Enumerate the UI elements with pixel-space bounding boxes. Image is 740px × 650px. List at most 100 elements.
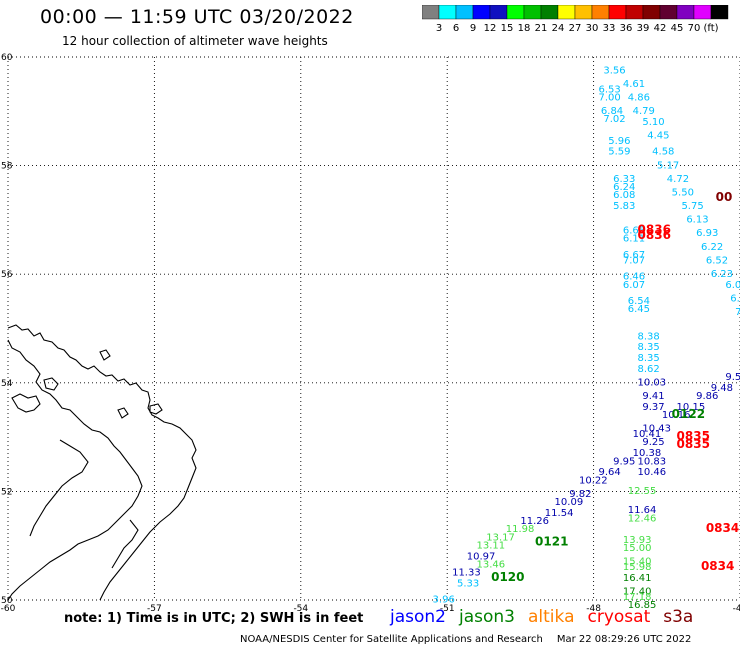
wave-height-value: 3.96: [433, 595, 455, 606]
pass-time-label: 00: [716, 190, 733, 204]
lat-tick-label: 60: [1, 53, 13, 63]
wave-height-value: 10.41: [633, 429, 662, 440]
wave-height-value: 7.02: [603, 114, 625, 125]
wave-height-value: 5.33: [457, 578, 479, 589]
lon-tick-label: -51: [440, 604, 455, 612]
pass-time-label: 0122: [672, 407, 705, 421]
wave-height-value: 15.40: [623, 557, 652, 568]
wave-height-value: 7.00: [598, 92, 620, 103]
wave-height-value: 10.97: [467, 551, 496, 562]
wave-height-value: 12.46: [628, 513, 657, 524]
legend-cryosat: cryosat: [587, 607, 651, 627]
wave-height-value: 9.5: [725, 372, 740, 383]
wave-height-value: 7.07: [623, 255, 645, 266]
wave-height-value: 10.09: [555, 497, 584, 508]
wave-height-value: 3.56: [603, 65, 625, 76]
wave-height-value: 6.46: [623, 272, 645, 283]
coastline-labrador: [7, 324, 197, 601]
lon-tick-label: -57: [147, 604, 162, 612]
wave-height-value: 6.45: [628, 304, 650, 315]
credit-text: NOAA/NESDIS Center for Satellite Applica…: [240, 634, 543, 645]
footnote: note: 1) Time is in UTC; 2) SWH is in fe…: [64, 611, 364, 626]
pass-time-label: 0834: [706, 521, 739, 535]
wave-height-value: 10.15: [677, 402, 706, 413]
wave-height-value: 13.11: [476, 540, 505, 551]
wave-height-value: 9.95: [613, 456, 635, 467]
lat-tick-label: 50: [1, 596, 13, 606]
wave-height-value: 6.52: [706, 255, 728, 266]
scale-label: 6: [453, 23, 459, 34]
wave-height-value: 11.64: [628, 505, 657, 516]
wave-height-value: 6.22: [701, 242, 723, 253]
wave-height-value: 17.18: [623, 592, 652, 603]
wave-height-value: 10.03: [638, 378, 667, 389]
wave-height-value: 6.8: [730, 293, 740, 304]
wave-height-value: 6.33: [613, 174, 635, 185]
wave-height-value: 13.17: [486, 532, 515, 543]
wave-height-value: 9.86: [696, 391, 718, 402]
scale-label: 15: [501, 23, 514, 34]
color-scale: 3 6 9 12 15 18 21 24 27 30 33 36 39 42 45 70 (ft): [422, 5, 729, 34]
credit-line: NOAA/NESDIS Center for Satellite Applica…: [240, 634, 691, 645]
wave-height-map: -60-57-54-51-48-45605856545250 3.564.616…: [1, 53, 740, 612]
wave-height-value: 8.38: [638, 331, 660, 342]
wave-height-value: 6.84: [601, 106, 623, 117]
legend-altika: altika: [528, 607, 575, 627]
legend-jason2: jason2: [390, 607, 446, 627]
pass-time-label: 0835: [677, 429, 710, 443]
coastline-island-2: [43, 377, 59, 391]
wave-height-value: 6.53: [598, 84, 620, 95]
wave-height-value: 5.75: [681, 201, 703, 212]
wave-height-value: 10.43: [642, 424, 671, 435]
coastline-island-1: [11, 393, 41, 413]
coastline-island-3: [99, 349, 111, 361]
wave-height-value: 16.85: [628, 600, 657, 611]
legend-jason3: jason3: [459, 607, 515, 627]
wave-height-value: 15.98: [623, 562, 652, 573]
wave-height-value: 4.61: [623, 79, 645, 90]
wave-height-value: 4.86: [628, 92, 650, 103]
wave-height-value: 6.93: [696, 228, 718, 239]
scale-label: 33: [603, 23, 616, 34]
scale-label: 18: [518, 23, 531, 34]
wave-height-value: 4.45: [647, 130, 669, 141]
wave-height-value: 4.79: [633, 106, 655, 117]
wave-height-value: 9.41: [642, 391, 664, 402]
wave-height-value: 7.: [735, 307, 740, 318]
wave-height-value: 13.46: [476, 559, 505, 570]
scale-label: 24: [552, 23, 565, 34]
wave-height-value: 6.65: [623, 225, 645, 236]
scale-label: 39: [637, 23, 650, 34]
wave-height-value: 15.00: [623, 543, 652, 554]
scale-label: 30: [586, 23, 599, 34]
scale-label: 70: [688, 23, 701, 34]
lat-tick-label: 58: [1, 162, 13, 172]
pass-time-label: 0836: [638, 222, 671, 236]
wave-height-value: 10.38: [633, 448, 662, 459]
wave-height-value: 6.13: [686, 215, 708, 226]
wave-height-value: 9.25: [642, 437, 664, 448]
wave-height-value: 9.48: [711, 383, 733, 394]
coastline-inner: [7, 339, 143, 601]
wave-height-value: 5.83: [613, 201, 635, 212]
scale-label: (ft): [703, 23, 718, 34]
scale-label: 42: [654, 23, 667, 34]
wave-height-value: 8.35: [638, 342, 660, 353]
wave-height-value: 5.17: [657, 160, 679, 171]
pass-time-label: 0835: [677, 437, 710, 451]
scale-label: 3: [436, 23, 442, 34]
coastline-bay: [29, 439, 89, 537]
scale-label: 12: [484, 23, 497, 34]
lat-tick-label: 56: [1, 270, 13, 280]
wave-height-value: 6.04: [725, 280, 740, 291]
wave-height-value: 10.83: [638, 456, 667, 467]
lon-tick-label: -60: [1, 604, 16, 612]
wave-height-value: 17.40: [623, 587, 652, 598]
scale-swatch: [710, 5, 729, 20]
coastline-inlet: [111, 519, 139, 569]
lon-tick-label: -45: [733, 604, 740, 612]
legend-s3a: s3a: [663, 607, 694, 627]
scale-label: 45: [671, 23, 684, 34]
pass-time-label: 0120: [491, 570, 524, 584]
wave-height-value: 6.23: [711, 269, 733, 280]
